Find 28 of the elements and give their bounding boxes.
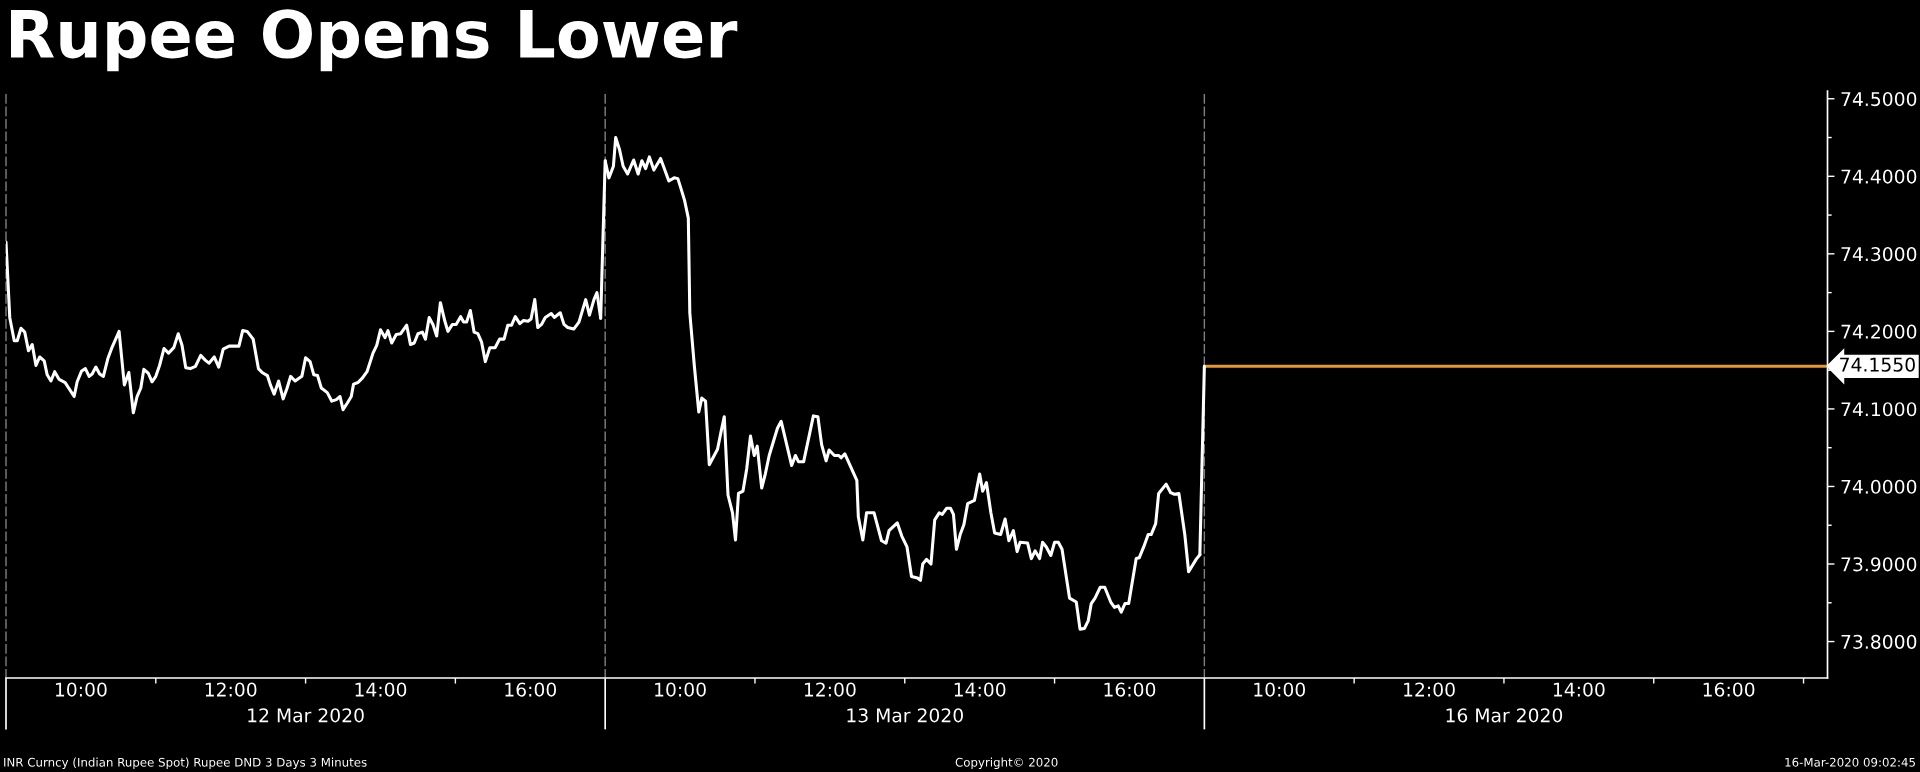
x-tick-label: 10:00 [55,682,107,697]
y-tick-label: 74.1000 [1841,402,1917,417]
x-tick-label: 12:00 [804,682,856,697]
x-axis-title: 12 Mar 2020 [248,708,364,723]
x-tick-label: 12:00 [1404,682,1455,697]
x-tick-label: 10:00 [655,682,706,697]
x-axis-title: 13 Mar 2020 [847,708,963,723]
x-tick-label: 16:00 [505,682,557,697]
x-tick-label: 10:00 [1254,682,1306,697]
y-tick-label: 73.8000 [1841,634,1917,649]
y-tick-label: 74.5000 [1841,91,1917,107]
text: INR Curncy (Indian Rupee Spot) Rupee DND 3 Days 3 Minutes [4,757,367,769]
x-tick-label: 14:00 [355,682,407,697]
y-tick-label: 74.3000 [1841,247,1917,262]
data-label: 74.1550 [1840,357,1915,372]
y-tick-label: 74.0000 [1841,479,1917,494]
text: Copyright© 2020 [955,757,1058,769]
x-tick-label: 12:00 [205,682,257,697]
x-tick-label: 14:00 [1553,682,1605,697]
chart-title: Rupee Opens Lower [11,9,738,72]
y-tick-label: 74.4000 [1841,169,1917,184]
x-tick-label: 14:00 [954,682,1006,697]
x-axis-title: 16 Mar 2020 [1446,708,1563,723]
text: 16-Mar-2020 09:02:45 [1785,757,1915,767]
x-tick-label: 16:00 [1703,682,1755,697]
x-tick-label: 16:00 [1104,682,1156,697]
y-tick-label: 73.9000 [1841,557,1917,572]
y-tick-label: 74.2000 [1841,324,1917,339]
